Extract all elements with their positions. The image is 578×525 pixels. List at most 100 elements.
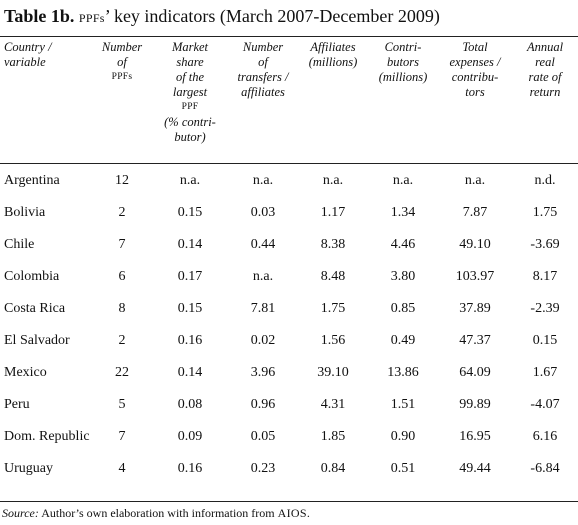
header-line: Country / (4, 40, 52, 54)
table-header-row: Country / variable Number of PPFs Market share… (0, 40, 578, 161)
cell-country: Peru (4, 397, 30, 412)
header-line: Market (171, 40, 209, 54)
cell-affiliates: 8.48 (320, 269, 346, 284)
cell-expenses: 16.95 (459, 429, 491, 444)
cell-return: n.d. (534, 173, 556, 188)
cell-transfers: 0.96 (250, 397, 276, 412)
source-label: Source: (2, 506, 39, 520)
cell-transfers: 0.23 (250, 461, 276, 476)
cell-country: Dom. Republic (4, 429, 90, 444)
cell-expenses: 64.09 (459, 365, 491, 380)
header-line: of (117, 55, 127, 69)
cell-market-share: 0.14 (177, 365, 203, 380)
source-end: . (306, 506, 310, 520)
cell-num-ppfs: 5 (118, 397, 126, 412)
header-line: rate of (528, 70, 562, 84)
cell-transfers: 0.44 (250, 237, 276, 252)
table-body: Argentina 12 n.a. n.a. n.a. n.a. n.a. n.d. Boliv… (0, 161, 578, 485)
header-line: expenses / (449, 55, 501, 69)
cell-expenses: 49.10 (459, 237, 491, 252)
cell-return: 8.17 (532, 269, 558, 284)
cell-contributors: 0.85 (390, 301, 416, 316)
cell-transfers: n.a. (252, 173, 274, 188)
cell-return: 1.67 (532, 365, 558, 380)
cell-expenses: 49.44 (459, 461, 491, 476)
cell-transfers: 7.81 (250, 301, 276, 316)
source-acronym: AIOS (277, 506, 307, 520)
table-row: Peru 5 0.08 0.96 4.31 1.51 99.89 -4.07 (0, 389, 578, 421)
header-line: transfers / (237, 70, 289, 84)
cell-market-share: n.a. (179, 173, 201, 188)
cell-affiliates: 1.56 (320, 333, 346, 348)
cell-market-share: 0.17 (177, 269, 203, 284)
header-line: real (535, 55, 555, 69)
column-header-transfers: Number of transfers / affiliates (228, 40, 298, 161)
cell-transfers: 0.03 (250, 205, 276, 220)
cell-num-ppfs: 4 (118, 461, 126, 476)
cell-market-share: 0.14 (177, 237, 203, 252)
cell-expenses: 47.37 (459, 333, 491, 348)
table-row: Bolivia 2 0.15 0.03 1.17 1.34 7.87 1.75 (0, 197, 578, 229)
cell-return: 1.75 (532, 205, 558, 220)
header-line: of the (175, 70, 205, 84)
cell-contributors: 0.51 (390, 461, 416, 476)
header-line: affiliates (241, 85, 285, 99)
cell-num-ppfs: 22 (115, 365, 129, 380)
header-line: Total (462, 40, 488, 54)
cell-market-share: 0.16 (177, 461, 203, 476)
cell-affiliates: 39.10 (317, 365, 349, 380)
indicators-table: Country / variable Number of PPFs Market share… (0, 40, 578, 485)
header-line: contribu- (451, 70, 499, 84)
cell-transfers: 3.96 (250, 365, 276, 380)
cell-contributors: 1.51 (390, 397, 416, 412)
cell-affiliates: 4.31 (320, 397, 346, 412)
table-row: Chile 7 0.14 0.44 8.38 4.46 49.10 -3.69 (0, 229, 578, 261)
cell-contributors: 13.86 (387, 365, 419, 380)
cell-contributors: 0.90 (390, 429, 416, 444)
cell-num-ppfs: 7 (118, 237, 126, 252)
column-header-affiliates: Affiliates (millions) (298, 40, 368, 161)
cell-return: -2.39 (530, 301, 560, 316)
top-rule (0, 36, 578, 37)
header-line: return (529, 85, 561, 99)
cell-transfers: 0.02 (250, 333, 276, 348)
source-note: Source: Author’s own elaboration with in… (2, 506, 310, 521)
cell-return: -3.69 (530, 237, 560, 252)
cell-market-share: 0.16 (177, 333, 203, 348)
cell-expenses: 99.89 (459, 397, 491, 412)
cell-return: 6.16 (532, 429, 558, 444)
cell-country: Mexico (4, 365, 47, 380)
column-header-country: Country / variable (0, 40, 92, 161)
header-line: Affiliates (310, 40, 356, 54)
header-line: largest (172, 85, 208, 99)
column-header-contributors: Contri-butors (millions) (368, 40, 438, 161)
header-line: Number (242, 40, 284, 54)
cell-country: Argentina (4, 173, 60, 188)
header-rule (0, 163, 578, 164)
cell-affiliates: 1.75 (320, 301, 346, 316)
header-line: butor) (174, 130, 206, 144)
table-row: Dom. Republic 7 0.09 0.05 1.85 0.90 16.95 6.16 (0, 421, 578, 453)
table-row: Argentina 12 n.a. n.a. n.a. n.a. n.a. n.d. (0, 161, 578, 197)
table-title-rest: ’ key indicators (March 2007-December 20… (104, 6, 440, 26)
header-line: (% contri- (164, 115, 216, 129)
cell-contributors: 1.34 (390, 205, 416, 220)
header-line: tors (465, 85, 485, 99)
cell-country: El Salvador (4, 333, 70, 348)
cell-num-ppfs: 8 (118, 301, 126, 316)
cell-market-share: 0.15 (177, 301, 203, 316)
cell-num-ppfs: 2 (118, 333, 126, 348)
cell-num-ppfs: 7 (118, 429, 126, 444)
column-header-num-ppfs: Number of PPFs (92, 40, 152, 161)
cell-country: Uruguay (4, 461, 53, 476)
bottom-rule (0, 501, 578, 502)
cell-country: Costa Rica (4, 301, 66, 316)
header-acronym: PPFs (111, 72, 133, 82)
header-acronym: PPF (181, 102, 199, 112)
table-row: Colombia 6 0.17 n.a. 8.48 3.80 103.97 8.17 (0, 261, 578, 293)
header-line: variable (4, 55, 46, 69)
cell-expenses: 37.89 (459, 301, 491, 316)
cell-country: Bolivia (4, 205, 46, 220)
header-line: butors (387, 55, 419, 69)
header-line: Number (101, 40, 143, 54)
